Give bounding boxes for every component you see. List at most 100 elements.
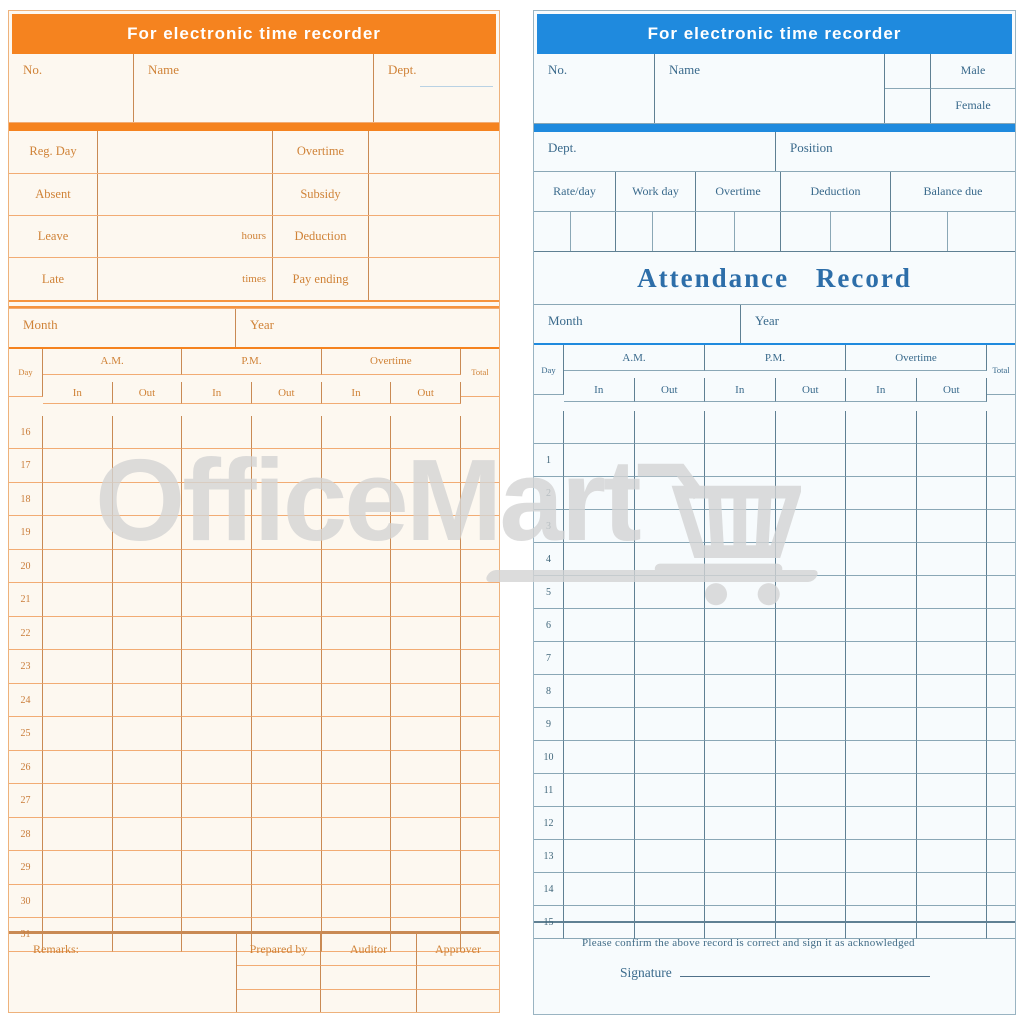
summary-label: Deduction (273, 215, 369, 257)
time-entry-cell (564, 411, 635, 444)
blue-attendance-grid: Day A.M. P.M. Overtime Total In Out In Out In Out 1… (534, 345, 1015, 939)
day-number-cell: 22 (9, 616, 43, 651)
time-entry-cell (634, 609, 705, 642)
total-entry-cell (460, 583, 499, 617)
time-entry-cell (391, 482, 461, 517)
prepared-by-cell: Prepared by (237, 933, 321, 966)
day-number-cell: 13 (534, 840, 564, 873)
time-entry-cell (634, 741, 705, 774)
time-entry-cell (916, 576, 987, 609)
day-number-cell: 27 (9, 784, 43, 818)
summary-label: Pay ending (273, 258, 369, 301)
time-entry-cell (112, 884, 183, 919)
total-entry-cell (460, 449, 499, 483)
year-field: Year (236, 309, 499, 347)
time-entry-cell (112, 717, 183, 751)
auditor-cell: Auditor (321, 933, 417, 966)
empty-cell (321, 989, 417, 1012)
name-field: Name (655, 54, 885, 123)
total-entry-cell (460, 717, 499, 751)
time-entry-cell (705, 642, 776, 675)
total-entry-cell (460, 918, 499, 952)
time-entry-cell (775, 576, 846, 609)
am-group-header: A.M. (43, 348, 183, 375)
total-entry-cell (460, 885, 499, 919)
dept-position-row: Dept. Position (534, 132, 1015, 172)
name-label: Name (148, 61, 180, 77)
time-entry-cell (705, 510, 776, 543)
in-header: In (321, 382, 392, 405)
time-entry-cell (43, 851, 113, 885)
approver-label: Approver (435, 941, 481, 956)
position-field: Position (776, 132, 1015, 171)
summary-value-cell (369, 174, 499, 215)
time-entry-cell (251, 884, 322, 919)
orange-card-title: For electronic time recorder (127, 23, 381, 43)
day-number-cell: 21 (9, 583, 43, 617)
signature-label: Signature (620, 965, 672, 980)
time-entry-cell (916, 642, 987, 675)
time-entry-cell (391, 851, 461, 885)
time-entry-cell (391, 683, 461, 718)
day-number-cell: 17 (9, 449, 43, 483)
day-number-cell: 31 (9, 918, 43, 952)
time-entry-cell (775, 774, 846, 807)
total-entry-cell (987, 444, 1015, 477)
day-number-cell: 11 (534, 774, 564, 807)
time-entry-cell (634, 840, 705, 873)
time-entry-cell (775, 642, 846, 675)
time-entry-cell (634, 774, 705, 807)
time-entry-cell (251, 549, 322, 584)
pm-group-header: P.M. (705, 345, 846, 371)
time-entry-cell (775, 543, 846, 576)
time-entry-cell (321, 516, 392, 550)
time-entry-cell (391, 884, 461, 919)
total-entry-cell (460, 684, 499, 718)
time-entry-cell (321, 817, 392, 852)
day-number-cell: 16 (9, 415, 43, 450)
am-group-header: A.M. (564, 345, 705, 371)
blue-info-row: No. Name Male Female (534, 54, 1015, 124)
blue-time-card: For electronic time recorder No. Name Ma… (533, 10, 1016, 1015)
time-entry-cell (182, 482, 252, 517)
time-entry-cell (112, 549, 183, 584)
time-entry-cell (321, 583, 392, 617)
time-entry-cell (391, 516, 461, 550)
time-entry-cell (846, 741, 917, 774)
month-field: Month (9, 309, 236, 347)
cell-subdivider (830, 212, 832, 251)
time-entry-cell (391, 616, 461, 651)
time-entry-cell (112, 851, 183, 885)
time-entry-cell (391, 415, 461, 450)
total-entry-cell (460, 483, 499, 517)
time-entry-cell (564, 543, 635, 576)
time-entry-cell (43, 784, 113, 818)
rate-header: Deduction (781, 172, 891, 211)
auditor-label: Auditor (349, 941, 388, 956)
empty-cell (417, 990, 499, 1012)
orange-divider-bar (9, 123, 499, 132)
time-entry-cell (705, 675, 776, 708)
total-entry-cell (460, 550, 499, 584)
time-entry-cell (634, 675, 705, 708)
dept-field: Dept. (374, 54, 499, 123)
total-entry-cell (460, 751, 499, 785)
time-entry-cell (634, 543, 705, 576)
rate-header: Balance due (923, 184, 983, 198)
total-entry-cell (987, 807, 1015, 840)
day-number-cell: 15 (534, 906, 564, 939)
time-entry-cell (705, 807, 776, 840)
time-entry-cell (916, 741, 987, 774)
time-entry-cell (112, 683, 183, 718)
orange-time-card: For electronic time recorder No. Name De… (8, 10, 500, 1013)
time-entry-cell (43, 549, 113, 584)
time-entry-cell (916, 411, 987, 444)
day-number-cell: 8 (534, 675, 564, 708)
time-entry-cell (564, 840, 635, 873)
time-entry-cell (391, 449, 461, 483)
summary-value-cell (369, 258, 499, 300)
day-number-cell: 23 (9, 650, 43, 684)
time-entry-cell (391, 650, 461, 684)
day-number-cell: 24 (9, 683, 43, 718)
day-column-header: Day (534, 345, 564, 395)
